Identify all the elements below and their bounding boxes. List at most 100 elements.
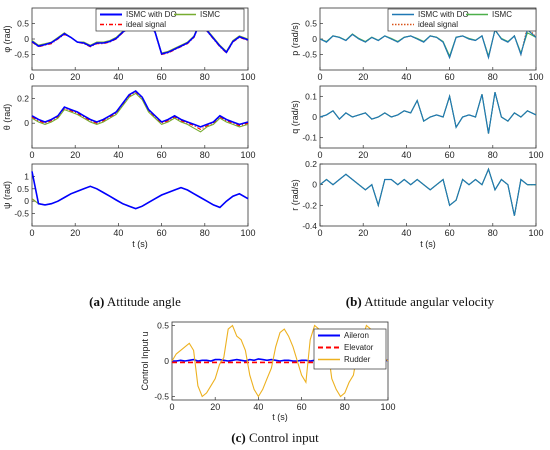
chart-c-ytick-label-2: 0.5 bbox=[157, 321, 169, 331]
chart-b-panel-3-xtick-label-3: 60 bbox=[445, 228, 455, 238]
chart-c-ytick-label-1: 0 bbox=[164, 356, 169, 366]
chart-b-legend-entry-2: ideal signal bbox=[418, 20, 458, 29]
chart-b-panel-1-xtick-label-4: 80 bbox=[488, 72, 498, 82]
chart-a-panel-1-xtick-label-3: 60 bbox=[157, 72, 167, 82]
chart-c-xlabel: t (s) bbox=[272, 412, 288, 422]
chart-b-panel-3-ytick-label-0: -0.4 bbox=[302, 221, 317, 231]
chart-a-panel-2-series-ismc-with-do bbox=[31, 90, 249, 128]
chart-b-panel-2-xtick-label-5: 100 bbox=[528, 150, 543, 160]
chart-a-panel-2-xtick-label-2: 40 bbox=[113, 150, 123, 160]
chart-a-panel-3-xtick-label-5: 100 bbox=[240, 228, 255, 238]
chart-a-panel-1-xtick-label-2: 40 bbox=[113, 72, 123, 82]
caption-a-label: (a) bbox=[89, 294, 105, 309]
chart-a-panel-3-ytick-label-1: 0 bbox=[24, 196, 29, 206]
chart-a-panel-1-xtick-label-0: 0 bbox=[29, 72, 34, 82]
chart-a-panel-3-ylabel: ψ (rad) bbox=[2, 181, 12, 209]
chart-b-panel-2-ytick-label-2: 0.1 bbox=[305, 91, 317, 101]
chart-c-ylabel: Control Input u bbox=[140, 331, 150, 390]
chart-b-panel-1-ytick-label-0: -0.5 bbox=[302, 50, 317, 60]
chart-c-xtick-label-4: 80 bbox=[340, 402, 350, 412]
chart-a-panel-1-xtick-label-5: 100 bbox=[240, 72, 255, 82]
chart-a-panel-1-ytick-label-2: 0.5 bbox=[17, 19, 29, 29]
chart-b-panel-3-xtick-label-5: 100 bbox=[528, 228, 543, 238]
chart-a-legend-entry-1: ISMC bbox=[200, 10, 220, 19]
chart-a-panel-2-xtick-label-5: 100 bbox=[240, 150, 255, 160]
chart-b-panel-1-xtick-label-2: 40 bbox=[401, 72, 411, 82]
chart-c-xtick-label-0: 0 bbox=[169, 402, 174, 412]
chart-b-panel-2-ytick-label-0: -0.1 bbox=[302, 133, 317, 143]
chart-a-panel-2-series-ismc bbox=[31, 92, 249, 133]
caption-c-text: Control input bbox=[245, 430, 319, 445]
chart-a-legend-entry-2: ideal signal bbox=[126, 20, 166, 29]
chart-b-panel-3-ylabel: r (rad/s) bbox=[290, 179, 300, 211]
chart-a-panel-1-ytick-label-0: -0.5 bbox=[14, 50, 29, 60]
chart-b-xlabel: t (s) bbox=[420, 239, 436, 249]
chart-b-panel-1-ylabel: p (rad/s) bbox=[290, 22, 300, 56]
chart-a-panel-3-xtick-label-4: 80 bbox=[200, 228, 210, 238]
chart-b-panel-2-xtick-label-2: 40 bbox=[401, 150, 411, 160]
chart-b-panel-1-ytick-label-1: 0 bbox=[312, 34, 317, 44]
chart-c-legend-entry-0: Aileron bbox=[344, 331, 369, 340]
chart-b-legend-entry-0: ISMC with DO bbox=[418, 10, 469, 19]
chart-a-panel-2-xtick-label-4: 80 bbox=[200, 150, 210, 160]
caption-c: (c) Control input bbox=[155, 430, 395, 446]
chart-a-panel-1-xtick-label-1: 20 bbox=[70, 72, 80, 82]
chart-a-panel-2-ytick-label-0: 0 bbox=[24, 118, 29, 128]
chart-a-legend-entry-0: ISMC with DO bbox=[126, 10, 177, 19]
chart-a-panel-1-ytick-label-1: 0 bbox=[24, 34, 29, 44]
chart-b-panel-2-xtick-label-3: 60 bbox=[445, 150, 455, 160]
chart-b-panel-3-xtick-label-4: 80 bbox=[488, 228, 498, 238]
chart-b-panel-1-xtick-label-5: 100 bbox=[528, 72, 543, 82]
chart-b-panel-1-xtick-label-3: 60 bbox=[445, 72, 455, 82]
chart-a-panel-3-plot-area bbox=[31, 163, 249, 227]
chart-a-panel-2-xtick-label-1: 20 bbox=[70, 150, 80, 160]
chart-b-panel-3-series-ismc-with-do bbox=[319, 167, 536, 216]
chart-c-xtick-label-1: 20 bbox=[210, 402, 220, 412]
chart-b-panel-1-ytick-label-2: 0.5 bbox=[305, 19, 317, 29]
chart-a-panel-3-ytick-label-0: -0.5 bbox=[14, 209, 29, 219]
chart-b-panel-1-xtick-label-0: 0 bbox=[317, 72, 322, 82]
chart-a-panel-3-xtick-label-2: 40 bbox=[113, 228, 123, 238]
chart-b-panel-1-series-ismc-with-do bbox=[319, 28, 537, 60]
caption-b-label: (b) bbox=[345, 294, 362, 309]
chart-a-legend bbox=[95, 8, 245, 32]
chart-b-panel-3-xtick-label-1: 20 bbox=[358, 228, 368, 238]
chart-b-panel-3-plot-area bbox=[319, 163, 537, 227]
chart-b-panel-3-ytick-label-1: -0.2 bbox=[302, 200, 317, 210]
chart-b-panel-3-ytick-label-3: 0.2 bbox=[305, 159, 317, 169]
chart-b-panel-2-ytick-label-1: 0 bbox=[312, 112, 317, 122]
chart-c-xtick-label-3: 60 bbox=[297, 402, 307, 412]
chart-b-legend-entry-1: ISMC bbox=[492, 10, 512, 19]
caption-a-text: Attitude angle bbox=[104, 294, 181, 309]
chart-b-panel-2-xtick-label-0: 0 bbox=[317, 150, 322, 160]
chart-a-panel-1-xtick-label-4: 80 bbox=[200, 72, 210, 82]
chart-c-xtick-label-2: 40 bbox=[253, 402, 263, 412]
chart-a-panel-3-ytick-label-2: 0.5 bbox=[17, 184, 29, 194]
chart-b-panel-1-xtick-label-1: 20 bbox=[358, 72, 368, 82]
chart-a-panel-2-xtick-label-0: 0 bbox=[29, 150, 34, 160]
chart-c-legend-entry-2: Rudder bbox=[344, 355, 371, 364]
chart-a-panel-2-ytick-label-1: 0.2 bbox=[17, 93, 29, 103]
chart-c-ytick-label-0: -0.5 bbox=[154, 391, 169, 401]
chart-b-panel-3-xtick-label-0: 0 bbox=[317, 228, 322, 238]
chart-b-panel-2-plot-area bbox=[319, 85, 537, 149]
chart-a-panel-3-xtick-label-3: 60 bbox=[157, 228, 167, 238]
chart-b-panel-2-series-ismc-with-do bbox=[319, 92, 537, 134]
chart-b-panel-2-xtick-label-4: 80 bbox=[488, 150, 498, 160]
chart-a-panel-3-series-ismc-with-do bbox=[31, 171, 249, 210]
chart-c-xtick-label-5: 100 bbox=[380, 402, 395, 412]
chart-a-panel-1-ylabel: φ (rad) bbox=[2, 25, 12, 52]
chart-a-panel-3-ytick-label-3: 1 bbox=[24, 171, 29, 181]
caption-b-text: Attitude angular velocity bbox=[361, 294, 495, 309]
chart-c-legend-entry-1: Elevator bbox=[344, 343, 374, 352]
caption-c-label: (c) bbox=[231, 430, 246, 445]
chart-a-xlabel: t (s) bbox=[132, 239, 148, 249]
chart-a-panel-2-ylabel: θ (rad) bbox=[2, 104, 12, 131]
caption-b: (b) Attitude angular velocity bbox=[300, 294, 540, 310]
chart-a-panel-3-xtick-label-1: 20 bbox=[70, 228, 80, 238]
chart-c-series-rudder bbox=[171, 324, 389, 398]
chart-b-legend bbox=[387, 8, 537, 32]
chart-b-panel-2-ylabel: q (rad/s) bbox=[290, 100, 300, 134]
chart-b-panel-2-xtick-label-1: 20 bbox=[358, 150, 368, 160]
